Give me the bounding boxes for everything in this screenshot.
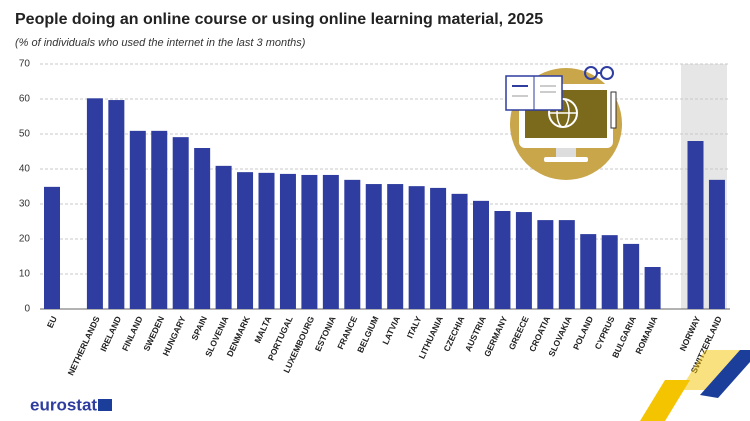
corner-decoration: [640, 350, 750, 421]
x-tick-label: POLAND: [571, 315, 595, 352]
bar: [344, 179, 361, 309]
bar: [644, 267, 661, 309]
bar: [172, 137, 189, 309]
x-tick-label: MALTA: [252, 315, 273, 345]
y-tick-label: 50: [19, 129, 31, 140]
bar: [537, 220, 554, 309]
y-tick-label: 10: [19, 269, 31, 280]
chart-title: People doing an online course or using o…: [15, 11, 543, 28]
x-tick-label: ROMANIA: [633, 315, 659, 356]
bar: [387, 184, 404, 309]
bar: [301, 174, 318, 309]
y-tick-label: 40: [19, 164, 31, 175]
y-tick-label: 20: [19, 234, 31, 245]
x-tick-label: NETHERLANDS: [66, 314, 102, 377]
x-tick-label: ITALY: [405, 314, 424, 340]
x-tick-label: BELGIUM: [355, 315, 381, 355]
bar: [580, 234, 597, 309]
bar: [558, 220, 575, 309]
bar: [151, 130, 168, 309]
logo: eurostat: [30, 395, 112, 414]
x-tick-label: EU: [45, 315, 59, 330]
y-tick-label: 70: [19, 59, 31, 70]
x-tick-label: CYPRUS: [593, 314, 617, 351]
bar: [322, 174, 339, 309]
bar: [258, 172, 275, 309]
bar: [408, 186, 425, 309]
bar: [687, 141, 704, 309]
bar: [129, 130, 146, 309]
bar: [430, 187, 447, 309]
x-tick-label: LATVIA: [380, 315, 402, 346]
bar: [515, 212, 532, 309]
bar: [451, 193, 468, 309]
logo-text: eurostat: [30, 395, 97, 414]
bar: [623, 243, 640, 309]
bar: [708, 179, 725, 309]
bar: [601, 235, 618, 309]
y-tick-label: 60: [19, 94, 31, 105]
bar: [237, 172, 254, 309]
bar: [194, 148, 211, 309]
bar: [44, 186, 60, 309]
x-tick-label: SPAIN: [189, 315, 209, 342]
illustration: [505, 66, 622, 180]
bar: [473, 200, 489, 309]
bar: [108, 100, 125, 309]
y-tick-label: 30: [19, 199, 31, 210]
bar: [365, 184, 382, 309]
bar: [494, 211, 511, 309]
bar: [279, 173, 296, 309]
bar: [86, 98, 103, 309]
x-tick-label: FRANCE: [335, 314, 359, 351]
chart-subtitle: (% of individuals who used the internet …: [15, 37, 306, 49]
x-tick-label: GREECE: [507, 314, 531, 351]
bar: [215, 165, 232, 309]
y-tick-label: 0: [24, 304, 30, 315]
